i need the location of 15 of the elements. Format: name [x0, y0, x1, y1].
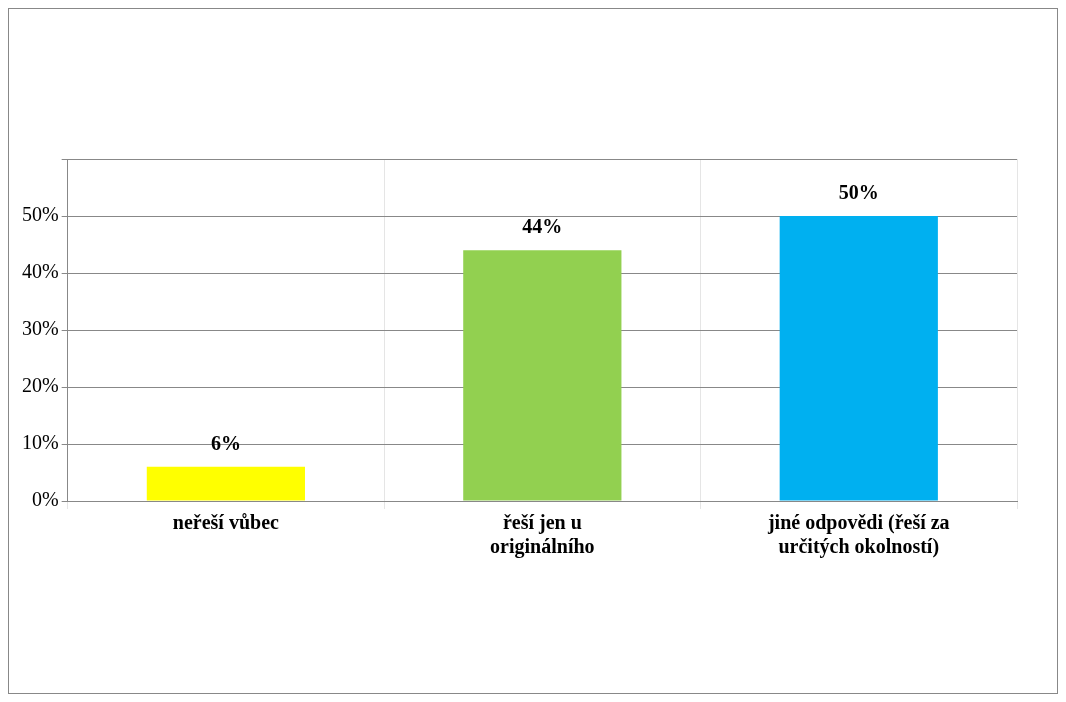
- y-tick-label: 40%: [21, 260, 59, 283]
- x-tick-label: řeší jen u originálního: [490, 511, 595, 559]
- data-label: 50%: [838, 181, 879, 204]
- y-tick-label: 10%: [21, 431, 59, 454]
- y-tick-label: 0%: [31, 488, 59, 511]
- bar: [463, 250, 622, 501]
- y-tick-label: 30%: [21, 317, 59, 340]
- data-label: 6%: [210, 431, 241, 454]
- x-tick-label: jiné odpovědi (řeší za určitých okolností): [766, 511, 950, 559]
- bar: [779, 216, 938, 501]
- x-tick-label: neřeší vůbec: [172, 511, 280, 534]
- bar: [146, 466, 305, 501]
- y-tick-label: 20%: [21, 374, 59, 397]
- y-tick-label: 50%: [21, 203, 59, 226]
- data-label: 44%: [522, 215, 563, 238]
